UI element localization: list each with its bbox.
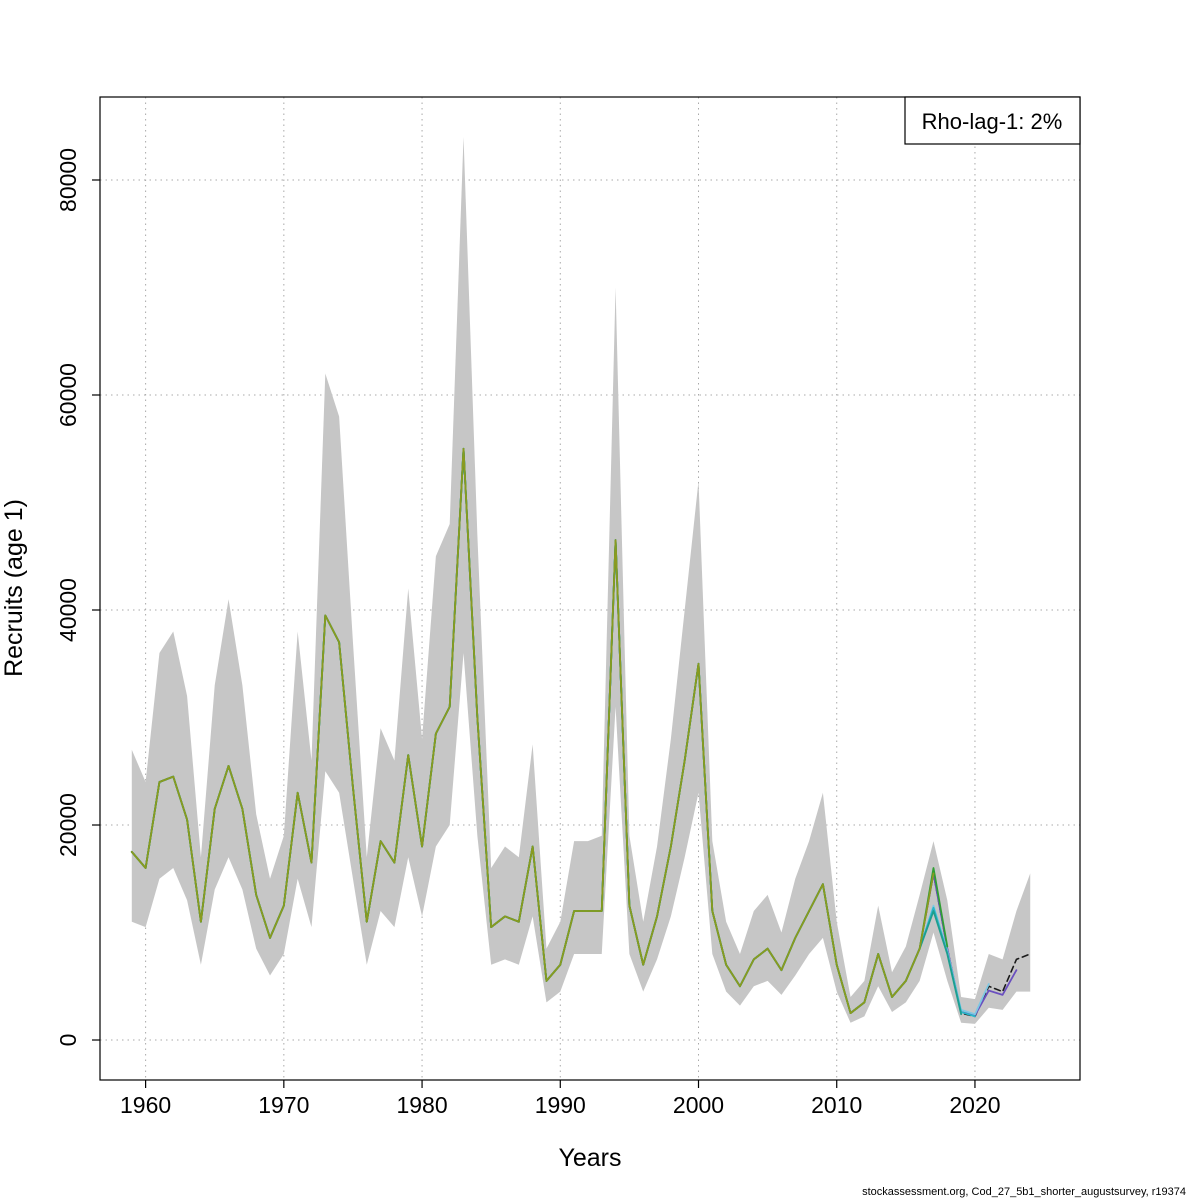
plot-frame [99,96,1081,1081]
y-tick-label-20000: 20000 [55,793,81,857]
confidence-band-group [131,136,1031,1024]
series-lines [130,447,1032,1018]
rho-annotation-box: Rho-lag-1: 2% [904,96,1081,145]
gridlines [100,97,1080,1080]
rho-annotation-label: Rho-lag-1: 2% [922,109,1063,134]
x-tick-label-2000: 2000 [673,1092,724,1118]
y-tick-label-60000: 60000 [55,363,81,427]
x-axis-title: Years [558,1144,621,1172]
x-tick-label-1970: 1970 [258,1092,309,1118]
x-tick-label-1990: 1990 [535,1092,586,1118]
x-tick-label-1980: 1980 [396,1092,447,1118]
rho-annotation-border [904,96,1081,145]
x-tick-label-2010: 2010 [811,1092,862,1118]
y-tick-label-80000: 80000 [55,148,81,212]
x-tick-label-2020: 2020 [949,1092,1000,1118]
footer-citation: stockassessment.org, Cod_27_5b1_shorter_… [862,1186,1186,1198]
y-tick-label-0: 0 [55,1034,81,1047]
y-tick-label-40000: 40000 [55,578,81,642]
axes: 1960 1970 1980 1990 2000 2010 2020 0 20000 40000 6… [55,148,1001,1118]
series-line-retro-peel-2017 [130,447,935,1015]
y-axis-title: Recruits (age 1) [0,499,28,677]
x-tick-label-1960: 1960 [120,1092,171,1118]
confidence-band [131,136,1031,1024]
